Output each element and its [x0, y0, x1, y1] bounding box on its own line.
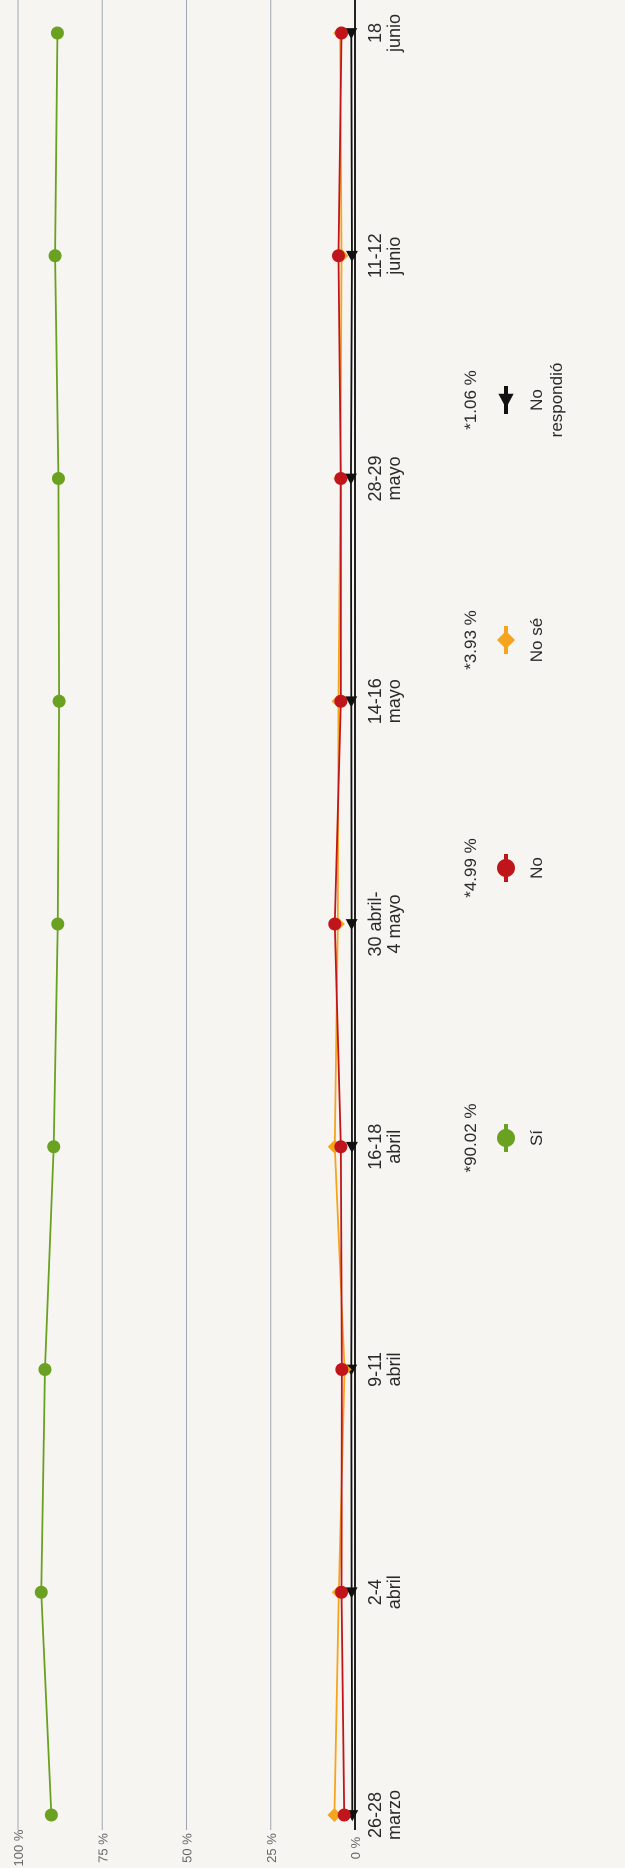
category-label-line: 28-29 [365, 455, 385, 501]
legend-label: No sé [527, 618, 546, 662]
category-label-line: abril [384, 1575, 404, 1609]
series-layer [34, 26, 359, 1822]
data-point [335, 1363, 349, 1376]
data-point [38, 1363, 52, 1376]
data-point [497, 1129, 515, 1147]
y-tick-label: 0 % [348, 1836, 363, 1859]
category-label-line: abril [384, 1352, 404, 1386]
y-tick-label: 25 % [264, 1833, 279, 1863]
legend-value: *4.99 % [461, 838, 480, 898]
data-point [337, 1808, 351, 1822]
data-point [497, 859, 515, 877]
data-point [44, 1808, 58, 1822]
data-point [334, 1140, 348, 1154]
data-point [52, 694, 66, 708]
legend-item: *3.93 % No sé [461, 610, 546, 670]
series-s- [34, 26, 66, 1822]
category-label-line: 4 mayo [384, 894, 404, 953]
series-no [328, 26, 351, 1822]
data-point [47, 1140, 61, 1154]
category-label-line: 26-28 [365, 1792, 385, 1838]
category-label-line: 18 [365, 23, 385, 43]
category-label-line: 9-11 [365, 1352, 385, 1387]
gridlines [17, 0, 272, 1830]
y-tick-label: 100 % [11, 1829, 26, 1866]
category-label-line: marzo [384, 1790, 404, 1840]
category-label-line: 30 abril- [365, 891, 385, 956]
category-label-line: 2-4 [365, 1579, 385, 1605]
category-label: 14-16 mayo [365, 678, 404, 724]
category-label-line: mayo [384, 456, 404, 500]
legend-label: No [527, 857, 546, 879]
legend-value: *90.02 % [461, 1104, 480, 1173]
category-label-line: junio [384, 14, 404, 53]
y-tick-label: 75 % [95, 1833, 110, 1863]
category-label: 2-4 abril [365, 1575, 404, 1609]
category-label-line: 16-18 [365, 1124, 385, 1170]
data-point [346, 250, 358, 263]
data-point [327, 1808, 342, 1822]
data-point [497, 631, 515, 649]
data-point [345, 919, 358, 931]
legend-value: *3.93 % [461, 610, 480, 670]
data-point [498, 393, 514, 409]
data-point [345, 1587, 358, 1599]
data-point [331, 249, 345, 263]
category-label: 26-28 marzo [365, 1790, 404, 1840]
legend: *90.02 % Sí *4.99 % No *3.93 % No sé *1.06 % No… [461, 363, 566, 1173]
category-label: 16-18 abril [365, 1124, 404, 1170]
category-label: 28-29 mayo [365, 455, 404, 501]
data-point [51, 472, 65, 485]
legend-label: Sí [527, 1130, 546, 1146]
category-label: 11-12 junio [365, 233, 404, 278]
data-point [345, 473, 357, 485]
category-label: 9-11 abril [365, 1352, 404, 1387]
legend-value: *1.06 % [461, 370, 480, 430]
category-label-line: junio [384, 237, 404, 276]
data-point [346, 1141, 358, 1154]
data-point [328, 917, 342, 931]
series-no-respondi- [345, 28, 359, 1822]
data-point [34, 1585, 48, 1599]
category-label: 30 abril- 4 mayo [365, 891, 404, 956]
data-point [345, 28, 358, 40]
legend-item: *90.02 % Sí [461, 1104, 546, 1173]
category-label: 18 junio [365, 14, 404, 53]
category-label-line: 14-16 [365, 678, 385, 724]
data-point [335, 26, 349, 40]
category-label-line: mayo [384, 679, 404, 723]
data-point [345, 696, 358, 708]
data-point [334, 472, 348, 485]
category-label-line: abril [384, 1130, 404, 1164]
legend-label: respondió [547, 363, 566, 438]
category-label-line: 11-12 [365, 233, 385, 278]
legend-item: *1.06 % No respondió [461, 363, 566, 438]
legend-label: No [527, 389, 546, 411]
data-point [334, 694, 348, 708]
legend-item: *4.99 % No [461, 838, 546, 898]
y-axis-ticks: 0 % 25 % 50 % 75 % 100 % [11, 1829, 363, 1866]
data-point [51, 917, 65, 931]
data-point [48, 249, 62, 263]
data-point [335, 1585, 349, 1599]
y-tick-label: 50 % [180, 1833, 195, 1863]
data-point [50, 26, 64, 40]
